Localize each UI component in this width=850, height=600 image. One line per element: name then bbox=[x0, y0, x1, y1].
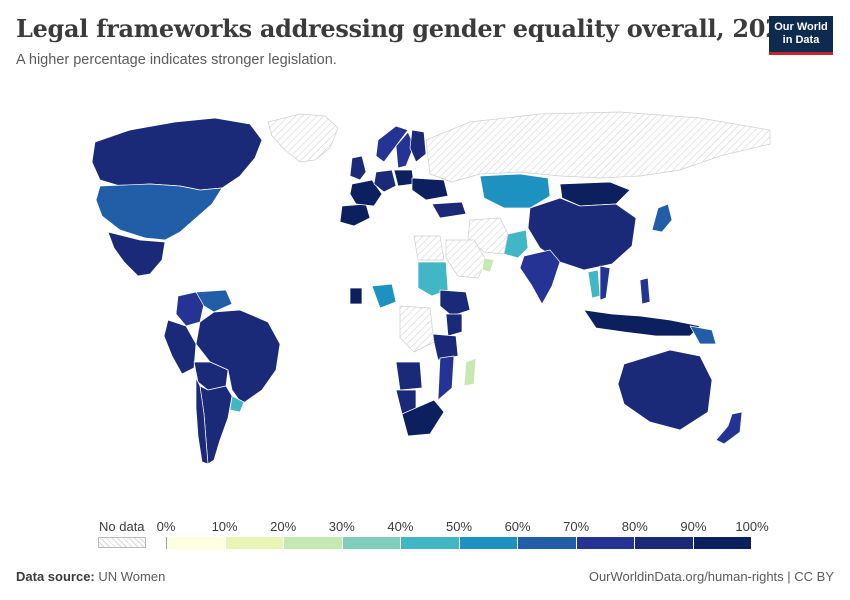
legend-tick-label: 40% bbox=[387, 519, 414, 534]
region-mozambique[interactable] bbox=[437, 355, 455, 401]
region-chile[interactable] bbox=[195, 377, 209, 465]
legend-bin-3[interactable] bbox=[342, 537, 401, 549]
legend-no-data-label: No data bbox=[99, 519, 145, 534]
region-madagascar[interactable] bbox=[463, 357, 477, 387]
legend-tick-label: 10% bbox=[211, 519, 238, 534]
region-philippines[interactable] bbox=[639, 277, 651, 305]
legend-tick-label: 20% bbox=[270, 519, 297, 534]
region-france[interactable] bbox=[349, 179, 383, 207]
region-poland[interactable] bbox=[393, 169, 415, 187]
region-uruguay[interactable] bbox=[229, 395, 245, 413]
chart-title: Legal frameworks addressing gender equal… bbox=[16, 14, 798, 43]
region-ghana[interactable] bbox=[349, 287, 363, 305]
data-source: Data source: UN Women bbox=[16, 569, 165, 584]
region-thailand[interactable] bbox=[587, 269, 601, 299]
legend-tick-label: 100% bbox=[735, 519, 769, 534]
legend-tick-label: 90% bbox=[680, 519, 707, 534]
region-finland[interactable] bbox=[409, 129, 427, 163]
logo-line-1: Our World bbox=[774, 21, 828, 33]
region-oman[interactable] bbox=[481, 257, 495, 273]
region-japan[interactable] bbox=[651, 203, 673, 233]
source-url[interactable]: OurWorldinData.org/human-rights | CC BY bbox=[588, 569, 834, 584]
region-egypt[interactable] bbox=[413, 235, 445, 261]
legend-bin-1[interactable] bbox=[225, 537, 284, 549]
region-angola[interactable] bbox=[395, 361, 423, 391]
region-turkey[interactable] bbox=[431, 201, 467, 219]
region-united-states[interactable] bbox=[95, 183, 223, 241]
region-tanzania[interactable] bbox=[431, 333, 459, 361]
region-saudi-arabia[interactable] bbox=[445, 239, 487, 279]
legend-no-data-swatch[interactable] bbox=[98, 537, 146, 548]
region-new-zealand[interactable] bbox=[715, 411, 743, 445]
region-south-africa[interactable] bbox=[401, 399, 445, 437]
region-kazakhstan[interactable] bbox=[479, 173, 551, 209]
region-kenya[interactable] bbox=[445, 313, 463, 337]
legend-bin-2[interactable] bbox=[284, 537, 343, 549]
owid-logo[interactable]: Our World in Data bbox=[769, 16, 833, 55]
chart-subtitle: A higher percentage indicates stronger l… bbox=[16, 52, 337, 68]
region-greenland[interactable] bbox=[267, 113, 339, 163]
region-india[interactable] bbox=[519, 249, 561, 305]
region-papua-new-guinea[interactable] bbox=[689, 325, 717, 345]
legend-tick-label: 30% bbox=[328, 519, 355, 534]
region-mexico[interactable] bbox=[107, 231, 166, 277]
region-peru[interactable] bbox=[163, 319, 197, 375]
legend-bin-9[interactable] bbox=[693, 537, 752, 549]
legend-bin-6[interactable] bbox=[518, 537, 577, 549]
legend-bin-5[interactable] bbox=[459, 537, 518, 549]
region-dr-congo[interactable] bbox=[399, 305, 435, 353]
region-nigeria[interactable] bbox=[371, 283, 397, 309]
region-ukraine[interactable] bbox=[411, 177, 449, 201]
region-united-kingdom[interactable] bbox=[349, 155, 367, 181]
region-iran[interactable] bbox=[467, 217, 509, 255]
legend-tick-label: 80% bbox=[621, 519, 648, 534]
legend-tick-label: 60% bbox=[504, 519, 531, 534]
region-vietnam[interactable] bbox=[599, 265, 611, 301]
region-venezuela[interactable] bbox=[195, 289, 233, 313]
region-canada[interactable] bbox=[91, 117, 263, 191]
legend-bin-8[interactable] bbox=[635, 537, 694, 549]
region-china[interactable] bbox=[527, 197, 637, 271]
region-russia[interactable] bbox=[425, 111, 771, 183]
legend-tick-label: 70% bbox=[563, 519, 590, 534]
region-ethiopia[interactable] bbox=[439, 289, 471, 317]
region-australia[interactable] bbox=[617, 349, 713, 431]
region-spain[interactable] bbox=[339, 203, 371, 227]
region-indonesia[interactable] bbox=[583, 309, 701, 337]
region-germany[interactable] bbox=[373, 169, 397, 193]
logo-line-2: in Data bbox=[782, 34, 820, 46]
legend-tick-label: 0% bbox=[156, 519, 176, 534]
legend-bin-4[interactable] bbox=[401, 537, 460, 549]
legend-color-bar bbox=[166, 537, 752, 549]
data-source-label: Data source: bbox=[16, 569, 95, 584]
legend-tick-label: 50% bbox=[445, 519, 473, 534]
world-map bbox=[91, 111, 771, 465]
legend-bin-7[interactable] bbox=[576, 537, 635, 549]
legend-bin-0[interactable] bbox=[166, 537, 226, 549]
data-source-value: UN Women bbox=[98, 569, 166, 584]
region-sweden[interactable] bbox=[395, 131, 415, 169]
